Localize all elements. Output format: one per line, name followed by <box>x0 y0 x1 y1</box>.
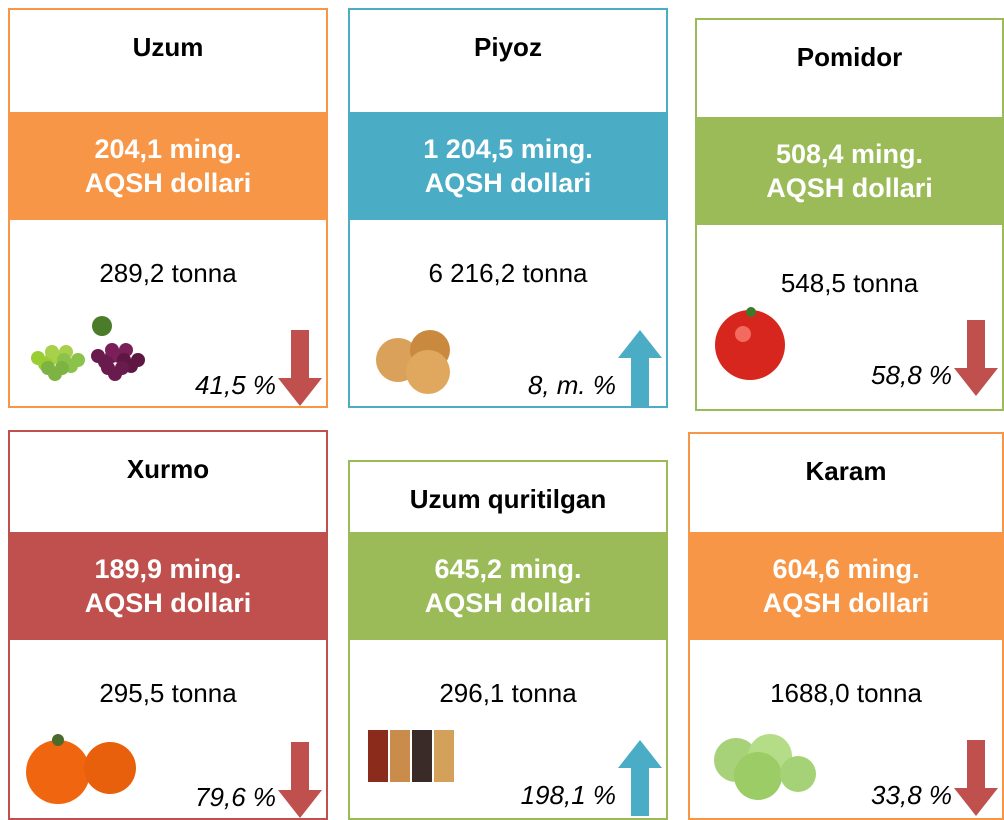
illustration-part <box>55 361 69 375</box>
illustration-part <box>115 361 129 375</box>
card-title: Xurmo <box>10 454 326 485</box>
value-line: 604,6 ming. <box>772 552 919 586</box>
value-line: AQSH dollari <box>85 166 252 200</box>
card-title: Karam <box>690 456 1002 487</box>
tonnage: 295,5 tonna <box>10 678 326 709</box>
value-line: AQSH dollari <box>85 586 252 620</box>
illustration <box>28 732 148 812</box>
illustration-part <box>84 742 136 794</box>
illustration-part <box>715 310 785 380</box>
tonnage: 289,2 tonna <box>10 258 326 289</box>
illustration-part <box>52 734 64 746</box>
trend-arrow <box>954 740 998 816</box>
card-title: Uzum quritilgan <box>350 484 666 515</box>
illustration <box>368 730 488 810</box>
illustration-part <box>71 353 85 367</box>
illustration-part <box>735 326 751 342</box>
illustration-part <box>92 316 112 336</box>
value-line: 1 204,5 ming. <box>423 132 593 166</box>
trend-arrow <box>618 740 662 816</box>
illustration-part <box>390 730 410 782</box>
trend-arrow <box>618 330 662 406</box>
illustration <box>368 320 488 400</box>
card: Piyoz 1 204,5 ming.AQSH dollari 6 216,2 to… <box>348 8 668 408</box>
card: Uzum quritilgan 645,2 ming.AQSH dollari 29… <box>348 460 668 820</box>
illustration-part <box>406 350 450 394</box>
illustration <box>715 310 835 390</box>
illustration-part <box>434 730 454 782</box>
illustration <box>708 730 828 810</box>
arrow-shape <box>618 740 662 816</box>
value-line: 204,1 ming. <box>94 132 241 166</box>
illustration-part <box>131 353 145 367</box>
value-band: 645,2 ming.AQSH dollari <box>350 532 666 640</box>
card-title: Pomidor <box>697 42 1002 73</box>
value-band: 189,9 ming.AQSH dollari <box>10 532 326 640</box>
arrow-shape <box>954 320 998 396</box>
arrow-shape <box>954 740 998 816</box>
illustration-part <box>780 756 816 792</box>
tonnage: 1688,0 tonna <box>690 678 1002 709</box>
trend-arrow <box>278 330 322 406</box>
illustration-part <box>26 740 90 804</box>
illustration-part <box>734 752 782 800</box>
trend-arrow <box>954 320 998 396</box>
value-line: 508,4 ming. <box>776 137 923 171</box>
trend-arrow <box>278 742 322 818</box>
arrow-shape <box>278 330 322 406</box>
illustration-part <box>368 730 388 782</box>
card: Pomidor 508,4 ming.AQSH dollari 548,5 tonn… <box>695 18 1004 411</box>
page: Uzum204,1 ming.AQSH dollari289,2 tonna41… <box>0 0 1004 820</box>
arrow-shape <box>618 330 662 406</box>
illustration-part <box>412 730 432 782</box>
tonnage: 296,1 tonna <box>350 678 666 709</box>
card-title: Uzum <box>10 32 326 63</box>
illustration-part <box>746 307 756 317</box>
value-band: 1 204,5 ming.AQSH dollari <box>350 112 666 220</box>
arrow-shape <box>278 742 322 818</box>
value-line: AQSH dollari <box>425 166 592 200</box>
value-line: 645,2 ming. <box>434 552 581 586</box>
value-line: 189,9 ming. <box>94 552 241 586</box>
illustration <box>28 320 148 400</box>
card-title: Piyoz <box>350 32 666 63</box>
tonnage: 548,5 tonna <box>697 268 1002 299</box>
value-line: AQSH dollari <box>766 171 933 205</box>
value-line: AQSH dollari <box>763 586 930 620</box>
card: Karam 604,6 ming.AQSH dollari 1688,0 tonna… <box>688 432 1004 820</box>
value-band: 604,6 ming.AQSH dollari <box>690 532 1002 640</box>
value-band: 508,4 ming.AQSH dollari <box>697 117 1002 225</box>
tonnage: 6 216,2 tonna <box>350 258 666 289</box>
value-line: AQSH dollari <box>425 586 592 620</box>
value-band: 204,1 ming.AQSH dollari <box>10 112 326 220</box>
